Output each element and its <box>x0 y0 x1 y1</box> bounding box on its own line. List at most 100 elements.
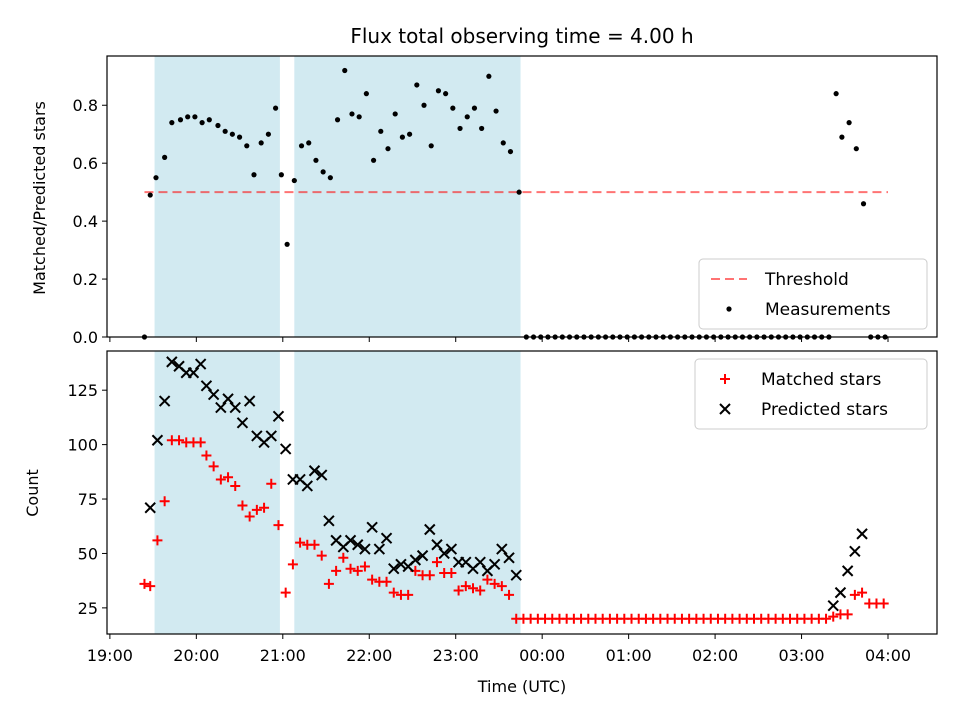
matched-star-marker <box>496 581 507 592</box>
shaded-interval <box>154 351 280 634</box>
y-tick-label: 25 <box>78 599 98 618</box>
predicted-star-marker <box>229 401 241 414</box>
predicted-star-marker <box>222 393 234 405</box>
measurement-point <box>349 111 355 117</box>
measurement-point <box>147 192 153 198</box>
top-ylabel: Matched/Predicted stars <box>30 101 49 295</box>
predicted-star-marker <box>834 586 847 599</box>
measurement-point <box>153 175 159 181</box>
shaded-interval <box>154 56 280 337</box>
predicted-star-marker <box>207 388 220 401</box>
matched-star-marker <box>266 478 277 489</box>
predicted-star-marker <box>474 556 486 568</box>
matched-star-marker <box>287 559 298 570</box>
legend-predicted-swatch <box>719 403 731 415</box>
measurement-point <box>320 169 326 175</box>
predicted-star-marker <box>431 539 443 551</box>
measurement-point <box>251 172 257 178</box>
y-tick-label: 0.6 <box>73 154 98 173</box>
matched-star-marker <box>244 511 255 522</box>
y-tick-label: 125 <box>67 381 98 400</box>
predicted-star-marker <box>301 480 314 492</box>
x-tick-label: 01:00 <box>606 646 652 665</box>
measurement-point <box>327 175 333 181</box>
measurement-point <box>860 201 867 207</box>
measurement-point <box>306 140 312 146</box>
matched-star-marker <box>878 598 889 609</box>
measurement-point <box>443 91 449 97</box>
matched-star-marker <box>424 570 435 581</box>
shaded-interval <box>294 56 521 337</box>
x-tick-label: 19:00 <box>87 646 133 665</box>
measurement-point <box>342 67 348 74</box>
matched-star-marker <box>201 450 212 461</box>
x-tick-label: 23:00 <box>433 646 479 665</box>
measurement-point <box>177 117 184 123</box>
measurement-point <box>464 114 470 120</box>
matched-star-marker <box>849 589 860 600</box>
predicted-star-marker <box>409 554 422 566</box>
matched-star-marker <box>259 502 270 513</box>
measurement-point <box>853 146 859 152</box>
matched-star-marker <box>482 574 493 585</box>
predicted-star-marker <box>200 380 213 392</box>
x-tick-label: 21:00 <box>260 646 306 665</box>
predicted-star-marker <box>416 549 429 562</box>
predicted-star-marker <box>496 543 508 555</box>
matched-star-marker <box>280 587 291 598</box>
matched-star-marker <box>388 587 399 598</box>
measurement-point <box>222 128 228 134</box>
legend: Threshold Measurements <box>698 258 928 330</box>
predicted-star-marker <box>265 430 277 442</box>
predicted-star-marker <box>166 356 178 368</box>
y-tick-label: 0.4 <box>73 212 98 231</box>
matched-star-marker <box>230 480 241 491</box>
measurement-point <box>407 131 413 137</box>
measurement-point <box>265 131 271 137</box>
matched-star-marker <box>460 581 471 592</box>
predicted-star-marker <box>445 543 458 555</box>
matched-star-marker <box>273 520 284 531</box>
measurement-point <box>162 154 168 160</box>
matched-star-marker <box>295 537 306 548</box>
matched-star-marker <box>431 557 442 568</box>
predicted-star-marker <box>856 528 868 540</box>
legend-label: Measurements <box>765 300 891 320</box>
ratio-panel: Matched/Predicted stars 0.0 0.2 0.4 0.6 0.8 T… <box>30 55 938 347</box>
measurement-point <box>471 105 478 111</box>
predicted-star-marker <box>279 443 292 455</box>
matched-star-marker <box>195 437 206 448</box>
measurement-point <box>258 140 264 146</box>
measurement-point <box>500 140 506 146</box>
predicted-star-marker <box>827 599 839 612</box>
x-tick-label: 22:00 <box>346 646 392 665</box>
measurement-point <box>185 114 191 120</box>
measurement-point <box>298 143 305 149</box>
measurement-point <box>414 82 420 88</box>
y-tick-label: 100 <box>67 436 98 455</box>
predicted-star-marker <box>352 539 364 551</box>
measurement-point <box>392 111 398 117</box>
predicted-star-marker <box>144 502 156 514</box>
measurement-point <box>356 114 362 120</box>
legend-measurement-swatch <box>726 306 732 312</box>
measurement-point <box>278 172 284 178</box>
predicted-star-marker <box>849 545 861 557</box>
axes-frame <box>106 350 938 635</box>
measurement-point <box>435 88 442 94</box>
predicted-star-marker <box>395 558 407 571</box>
matched-star-marker <box>446 568 457 579</box>
measurement-point <box>385 146 391 152</box>
legend: Matched stars Predicted stars <box>694 358 928 430</box>
y-tick-label: 0.2 <box>73 270 98 289</box>
predicted-star-marker <box>151 434 164 446</box>
matched-star-marker <box>475 585 486 596</box>
measurement-point <box>169 120 175 126</box>
measurement-point <box>479 125 485 132</box>
measurement-point <box>450 105 456 111</box>
x-tick-label: 00:00 <box>519 646 565 665</box>
matched-star-marker <box>323 578 334 589</box>
matched-star-marker <box>345 563 356 574</box>
measurement-point <box>363 91 369 97</box>
x-tick-label: 04:00 <box>865 646 911 665</box>
